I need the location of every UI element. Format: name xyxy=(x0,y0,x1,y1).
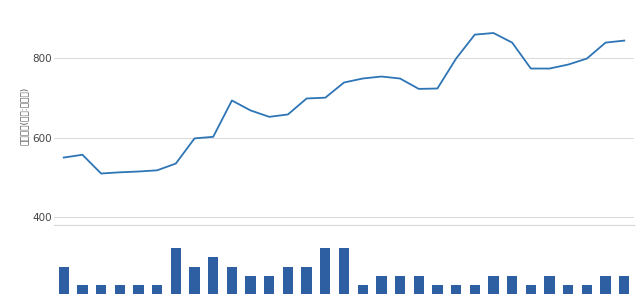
Bar xyxy=(525,285,536,294)
Bar xyxy=(171,248,181,294)
Bar xyxy=(115,285,125,294)
Bar xyxy=(320,248,330,294)
Bar xyxy=(133,285,143,294)
Bar xyxy=(77,285,88,294)
Bar xyxy=(488,276,499,294)
Bar xyxy=(189,267,200,294)
Bar xyxy=(59,267,69,294)
Bar xyxy=(96,285,106,294)
Bar xyxy=(208,258,218,294)
Bar xyxy=(358,285,368,294)
Bar xyxy=(227,267,237,294)
Bar xyxy=(507,276,517,294)
Bar xyxy=(413,276,424,294)
Bar xyxy=(301,267,312,294)
Bar xyxy=(545,276,555,294)
Bar xyxy=(283,267,293,294)
Bar xyxy=(395,276,405,294)
Bar xyxy=(451,285,461,294)
Y-axis label: 거래금액(단위:백만원): 거래금액(단위:백만원) xyxy=(20,86,29,145)
Bar xyxy=(246,276,256,294)
Bar xyxy=(432,285,442,294)
Bar xyxy=(470,285,480,294)
Bar xyxy=(376,276,387,294)
Bar xyxy=(582,285,592,294)
Bar xyxy=(600,276,611,294)
Bar xyxy=(152,285,163,294)
Bar xyxy=(264,276,275,294)
Bar xyxy=(563,285,573,294)
Bar xyxy=(619,276,629,294)
Bar xyxy=(339,248,349,294)
